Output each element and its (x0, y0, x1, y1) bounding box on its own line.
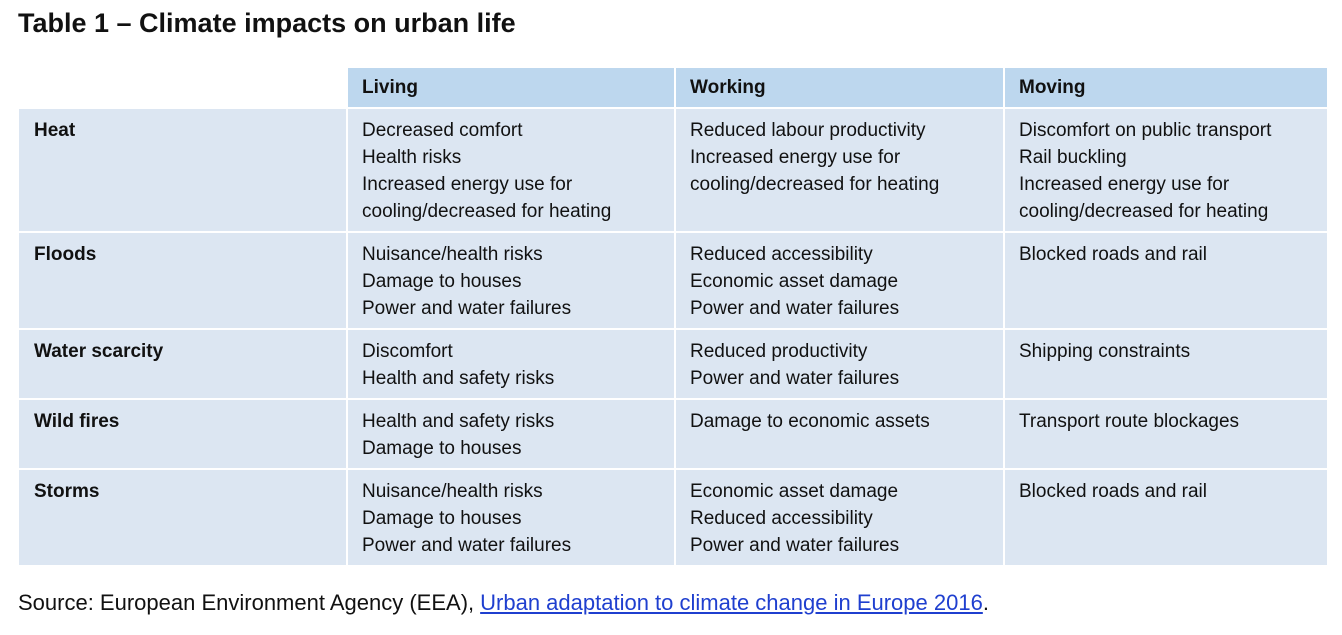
column-header: Living (346, 66, 676, 109)
table-cell: Health and safety risks Damage to houses (346, 398, 676, 470)
cell-line: Power and water failures (362, 535, 572, 556)
cell-line: Reduced labour productivity (690, 120, 926, 141)
cell-line: Increased energy use for (1019, 174, 1230, 195)
row-label: Floods (17, 231, 348, 330)
source: Source: European Environment Agency (EEA… (18, 590, 989, 616)
table-cell: Reduced labour productivity Increased ene… (674, 107, 1005, 233)
column-header: Working (674, 66, 1005, 109)
cell-line: Increased energy use for (362, 174, 573, 195)
cell-line: Reduced accessibility (690, 244, 873, 265)
table-cell: Reduced accessibility Economic asset dama… (674, 231, 1005, 330)
table-row: Heat Decreased comfort Health risks Increas… (17, 107, 1329, 233)
cell-line: Reduced productivity (690, 341, 868, 362)
column-header: Moving (1003, 66, 1329, 109)
table-cell: Nuisance/health risks Damage to houses Pow… (346, 231, 676, 330)
table-cell: Discomfort on public transport Rail buckl… (1003, 107, 1329, 233)
cell-line: Shipping constraints (1019, 341, 1191, 362)
cell-line: cooling/decreased for heating (690, 174, 940, 195)
table-cell: Economic asset damage Reduced accessibili… (674, 468, 1005, 567)
cell-line: Discomfort on public transport (1019, 120, 1272, 141)
table-row: Water scarcity Discomfort Health and safet… (17, 328, 1329, 400)
cell-line: Nuisance/health risks (362, 244, 543, 265)
cell-line: Economic asset damage (690, 271, 899, 292)
cell-line: Transport route blockages (1019, 411, 1240, 432)
table-row: Floods Nuisance/health risks Damage to hou… (17, 231, 1329, 330)
table-cell: Blocked roads and rail (1003, 468, 1329, 567)
cell-line: Health and safety risks (362, 368, 555, 389)
cell-line: Health risks (362, 147, 462, 168)
cell-line: Blocked roads and rail (1019, 481, 1207, 502)
cell-line: Damage to houses (362, 271, 522, 292)
cell-line: Damage to houses (362, 508, 522, 529)
row-label: Storms (17, 468, 348, 567)
table-cell: Damage to economic assets (674, 398, 1005, 470)
table-row: Storms Nuisance/health risks Damage to hou… (17, 468, 1329, 567)
cell-line: Increased energy use for (690, 147, 901, 168)
cell-line: Health and safety risks (362, 411, 555, 432)
cell-line: Damage to houses (362, 438, 522, 459)
table-cell: Reduced productivity Power and water fail… (674, 328, 1005, 400)
cell-line: Economic asset damage (690, 481, 899, 502)
cell-line: cooling/decreased for heating (362, 201, 612, 222)
table-cell: Discomfort Health and safety risks (346, 328, 676, 400)
table-row: Wild fires Health and safety risks Damage … (17, 398, 1329, 470)
source-text: Source: European Environment Agency (EEA… (18, 590, 475, 615)
table-body: Heat Decreased comfort Health risks Increas… (17, 107, 1329, 567)
table-cell: Transport route blockages (1003, 398, 1329, 470)
cell-line: Power and water failures (690, 298, 900, 319)
cell-line: Power and water failures (690, 535, 900, 556)
cell-line: Rail buckling (1019, 147, 1127, 168)
cell-line: Damage to economic assets (690, 411, 930, 432)
cell-line: Decreased comfort (362, 120, 523, 141)
impact-table: Living Working Moving Heat Decreased comfor… (17, 66, 1329, 567)
cell-line: Power and water failures (362, 298, 572, 319)
cell-line: Blocked roads and rail (1019, 244, 1207, 265)
source-end: . (982, 590, 989, 615)
cell-line: Reduced accessibility (690, 508, 873, 529)
row-label: Water scarcity (17, 328, 348, 400)
cell-line: Discomfort (362, 341, 453, 362)
corner-cell (17, 66, 348, 109)
table-cell: Decreased comfort Health risks Increased e… (346, 107, 676, 233)
table-cell: Shipping constraints (1003, 328, 1329, 400)
source-link[interactable]: Urban adaptation to climate change in Eu… (480, 590, 983, 615)
table-cell: Nuisance/health risks Damage to houses Pow… (346, 468, 676, 567)
row-label: Wild fires (17, 398, 348, 470)
title: Table 1 – Climate impacts on urban life (18, 8, 516, 38)
cell-line: Nuisance/health risks (362, 481, 543, 502)
cell-line: cooling/decreased for heating (1019, 201, 1269, 222)
table-cell: Blocked roads and rail (1003, 231, 1329, 330)
header-row: Living Working Moving (17, 66, 1329, 109)
cell-line: Power and water failures (690, 368, 900, 389)
row-label: Heat (17, 107, 348, 233)
